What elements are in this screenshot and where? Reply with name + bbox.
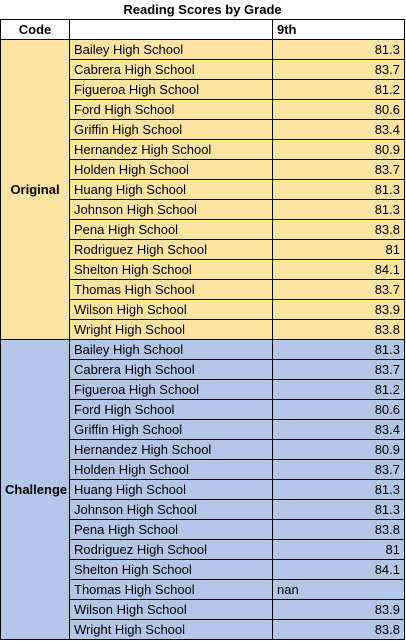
table-row: Rodriguez High School 81 <box>1 239 406 260</box>
table-row: Holden High School 83.7 <box>1 459 406 480</box>
group-label-original[interactable]: Original <box>0 39 70 340</box>
school-name-cell[interactable]: Wright High School <box>69 619 273 640</box>
school-name-cell[interactable]: Pena High School <box>69 219 273 240</box>
table-row: Ford High School 80.6 <box>1 99 406 120</box>
table-row: Original Bailey High School 81.3 <box>0 39 406 340</box>
score-cell[interactable]: 81.2 <box>271 379 406 400</box>
score-cell[interactable]: 80.6 <box>271 399 406 420</box>
school-name-cell[interactable]: Cabrera High School <box>69 59 273 80</box>
score-cell[interactable]: 83.8 <box>271 619 406 640</box>
table-row: Rodriguez High School 81 <box>1 539 406 560</box>
table-title[interactable]: Reading Scores by Grade <box>0 0 405 20</box>
school-name-cell[interactable]: Holden High School <box>69 459 273 480</box>
school-name-cell[interactable]: Johnson High School <box>69 199 273 220</box>
score-cell[interactable]: 83.7 <box>271 59 406 80</box>
table-row: Huang High School 81.3 <box>1 479 406 500</box>
table-row: Wilson High School 83.9 <box>1 599 406 620</box>
score-cell[interactable]: 83.7 <box>271 279 406 300</box>
school-name-cell[interactable]: Thomas High School <box>69 579 273 600</box>
table-row: Shelton High School 84.1 <box>1 559 406 580</box>
table-row: Huang High School 81.3 <box>1 179 406 200</box>
school-name-cell[interactable]: Ford High School <box>69 399 273 420</box>
school-name-cell[interactable]: Bailey High School <box>69 339 273 360</box>
school-name-cell[interactable]: Wilson High School <box>69 299 273 320</box>
score-cell[interactable]: 81.3 <box>271 499 406 520</box>
school-name-cell[interactable]: Rodriguez High School <box>69 239 273 260</box>
school-name-cell[interactable]: Shelton High School <box>69 559 273 580</box>
score-cell[interactable]: 80.6 <box>271 99 406 120</box>
score-cell[interactable]: 81 <box>271 239 406 260</box>
score-cell[interactable]: 81.3 <box>271 39 406 60</box>
school-name-cell[interactable]: Griffin High School <box>69 419 273 440</box>
school-name-cell[interactable]: Wright High School <box>69 319 273 340</box>
score-cell[interactable]: 83.7 <box>271 459 406 480</box>
table-row: Griffin High School 83.4 <box>1 419 406 440</box>
school-name-cell[interactable]: Hernandez High School <box>69 139 273 160</box>
header-code[interactable]: Code <box>0 19 70 40</box>
table-row: Pena High School 83.8 <box>1 219 406 240</box>
score-cell[interactable]: 83.7 <box>271 159 406 180</box>
school-name-cell[interactable]: Rodriguez High School <box>69 539 273 560</box>
score-cell[interactable]: 81.3 <box>271 199 406 220</box>
school-name-cell[interactable]: Bailey High School <box>69 39 273 60</box>
score-cell[interactable]: 81.3 <box>271 339 406 360</box>
group-label-challenge[interactable]: Challenge <box>0 339 70 640</box>
score-cell[interactable]: 83.4 <box>271 419 406 440</box>
table-row: Cabrera High School 83.7 <box>1 359 406 380</box>
school-name-cell[interactable]: Cabrera High School <box>69 359 273 380</box>
score-cell[interactable]: 83.8 <box>271 319 406 340</box>
score-cell[interactable]: 81 <box>271 539 406 560</box>
table-row: Holden High School 83.7 <box>1 159 406 180</box>
table-row: Thomas High School nan <box>1 579 406 600</box>
table-row: Hernandez High School 80.9 <box>1 439 406 460</box>
header-school[interactable] <box>69 19 273 40</box>
score-cell[interactable]: 84.1 <box>271 559 406 580</box>
score-cell[interactable]: 81.2 <box>271 79 406 100</box>
school-name-cell[interactable]: Thomas High School <box>69 279 273 300</box>
score-cell[interactable]: 84.1 <box>271 259 406 280</box>
title-row: Reading Scores by Grade <box>0 0 405 20</box>
school-name-cell[interactable]: Holden High School <box>69 159 273 180</box>
school-name-cell[interactable]: Huang High School <box>69 479 273 500</box>
school-name-cell[interactable]: Johnson High School <box>69 499 273 520</box>
score-cell[interactable]: 83.8 <box>271 219 406 240</box>
school-name-cell[interactable]: Figueroa High School <box>69 79 273 100</box>
school-name-cell[interactable]: Shelton High School <box>69 259 273 280</box>
table-row: Thomas High School 83.7 <box>1 279 406 300</box>
header-row: Code 9th <box>0 19 406 40</box>
school-name-cell[interactable]: Huang High School <box>69 179 273 200</box>
score-cell[interactable]: nan <box>271 579 406 600</box>
school-name-cell[interactable]: Figueroa High School <box>69 379 273 400</box>
table-row: Wright High School 83.8 <box>1 619 406 640</box>
score-cell[interactable]: 83.8 <box>271 519 406 540</box>
table-row: Figueroa High School 81.2 <box>1 379 406 400</box>
table-row: Wright High School 83.8 <box>1 319 406 340</box>
score-cell[interactable]: 83.7 <box>271 359 406 380</box>
school-name-cell[interactable]: Ford High School <box>69 99 273 120</box>
table-row: Hernandez High School 80.9 <box>1 139 406 160</box>
school-name-cell[interactable]: Wilson High School <box>69 599 273 620</box>
school-name-cell[interactable]: Griffin High School <box>69 119 273 140</box>
table-row: Challenge Bailey High School 81.3 <box>0 339 406 640</box>
score-cell[interactable]: 80.9 <box>271 439 406 460</box>
score-cell[interactable]: 81.3 <box>271 179 406 200</box>
score-cell[interactable]: 83.9 <box>271 299 406 320</box>
header-grade-9th[interactable]: 9th <box>271 19 406 40</box>
table-row: Figueroa High School 81.2 <box>1 79 406 100</box>
score-cell[interactable]: 83.4 <box>271 119 406 140</box>
table-row: Johnson High School 81.3 <box>1 199 406 220</box>
table-row: Cabrera High School 83.7 <box>1 59 406 80</box>
school-name-cell[interactable]: Hernandez High School <box>69 439 273 460</box>
school-name-cell[interactable]: Pena High School <box>69 519 273 540</box>
score-cell[interactable]: 80.9 <box>271 139 406 160</box>
score-cell[interactable]: 83.9 <box>271 599 406 620</box>
score-cell[interactable]: 81.3 <box>271 479 406 500</box>
